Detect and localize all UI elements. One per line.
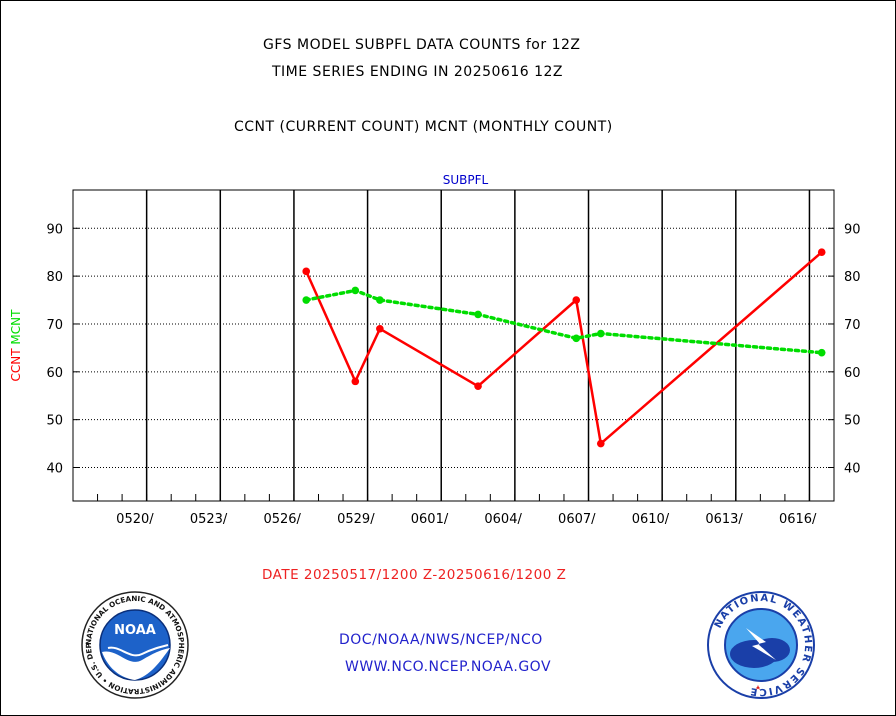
axis-layer [72,189,835,502]
grid-layer [73,190,834,501]
data-point-ccnt [376,324,384,333]
data-point-ccnt [817,248,826,256]
noaa-logo: NATIONAL OCEANIC AND ATMOSPHERIC ADMINIS… [80,590,189,699]
y-tick-label-left: 50 [46,414,63,429]
data-point-mcnt [596,329,605,338]
data-point-ccnt [474,382,482,390]
data-point-mcnt [572,334,581,343]
y-tick-label-right: 50 [844,414,861,429]
y-tick-label-left: 70 [46,318,63,333]
chart-title: SUBPFL [443,173,489,187]
x-axis-date-label: DATE 20250517/1200 Z-20250616/1200 Z [262,567,566,583]
data-point-ccnt [596,439,605,448]
series-layer [302,248,826,448]
x-tick-label: 0601/ [411,512,449,527]
y-tick-label-left: 90 [46,222,63,237]
x-tick-label: 0526/ [263,512,301,527]
x-tick-label: 0610/ [632,512,670,527]
x-tick-label: 0523/ [190,512,228,527]
data-point-mcnt [351,286,360,295]
y-tick-label-left: 40 [46,462,63,477]
data-point-ccnt [302,267,311,276]
data-point-mcnt [302,296,311,304]
header-line-3: CCNT (CURRENT COUNT) MCNT (MONTHLY COUNT… [234,119,613,135]
y-tick-label-right: 40 [844,462,861,477]
y-axis-label: CCNT MCNT [9,309,23,382]
header-line-1: GFS MODEL SUBPFL DATA COUNTS for 12Z [263,37,581,53]
x-tick-label: 0520/ [116,512,154,527]
label-layer: 40 40 50 50 60 60 70 70 80 80 90 90 0520/0523/0526/0… [9,173,861,583]
footer-line-2: WWW.NCO.NCEP.NOAA.GOV [345,659,552,675]
y-tick-label-right: 80 [844,270,861,285]
x-tick-label: 0604/ [484,512,522,527]
y-tick-label-right: 60 [844,366,861,381]
data-point-ccnt [351,377,360,386]
data-point-mcnt [817,348,826,357]
nws-logo: NATIONAL WEATHER SERVICE [707,591,815,699]
plot-frame [72,189,835,502]
data-point-mcnt [474,310,482,319]
data-point-ccnt [572,296,581,304]
y-axis-label-mcnt: MCNT [9,309,23,349]
series-line-ccnt [305,251,823,445]
y-tick-label-right: 90 [844,222,861,237]
x-tick-label: 0607/ [558,512,596,527]
x-tick-label: 0529/ [337,512,375,527]
x-tick-label: 0616/ [779,512,817,527]
footer-line-1: DOC/NOAA/NWS/NCEP/NCO [339,632,543,648]
x-tick-label: 0613/ [705,512,743,527]
y-axis-label-ccnt: CCNT [9,348,23,382]
data-point-mcnt [376,296,384,304]
noaa-logo-text: NOAA [114,623,156,638]
y-tick-label-right: 70 [844,318,861,333]
header-line-2: TIME SERIES ENDING IN 20250616 12Z [272,64,563,80]
y-tick-label-left: 80 [46,270,63,285]
y-tick-label-left: 60 [46,366,63,381]
